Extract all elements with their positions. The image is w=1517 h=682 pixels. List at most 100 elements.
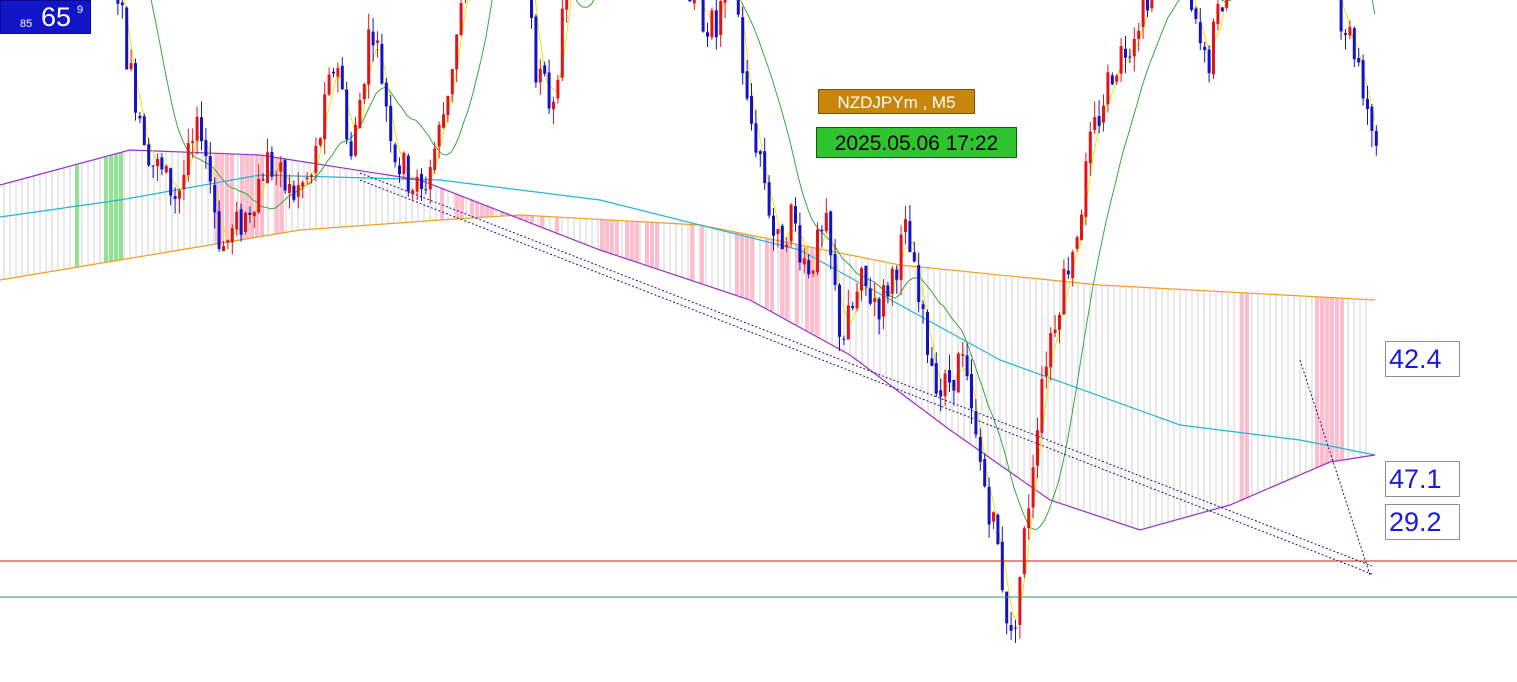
candle-body [279, 162, 283, 172]
candle-body [1115, 75, 1119, 82]
candle-body [802, 258, 806, 265]
candle-body [820, 229, 824, 232]
candle-body [411, 190, 415, 195]
candle-body [1040, 378, 1044, 433]
candle [789, 203, 793, 247]
candle [1018, 576, 1022, 639]
candle [200, 101, 203, 151]
candle-body [1225, 0, 1229, 8]
candle [807, 254, 811, 279]
candle-body [794, 206, 797, 224]
candle [318, 136, 322, 148]
candle [354, 116, 357, 158]
candle-body [1071, 252, 1075, 278]
candle [1225, 0, 1229, 12]
candle [1203, 41, 1207, 63]
candle-body [336, 68, 340, 77]
candle-body [125, 7, 129, 70]
candle [208, 141, 212, 194]
candle [1146, 0, 1149, 18]
candle [926, 309, 929, 364]
candle [692, 0, 696, 11]
candle-body [1106, 72, 1110, 105]
candle [710, 7, 714, 41]
candle [1357, 48, 1361, 67]
signal-zone-bar [490, 207, 494, 217]
candle-body [1005, 591, 1009, 624]
candle-body [428, 167, 432, 190]
candle [908, 205, 912, 253]
candle [860, 266, 863, 301]
candle [750, 83, 753, 131]
signal-zone-bar [690, 224, 694, 280]
candle [195, 106, 199, 155]
signal-zone-bar [630, 221, 634, 260]
candle-body [754, 123, 758, 153]
candle [389, 94, 393, 153]
candle-body [1097, 116, 1101, 126]
candle-body [288, 184, 291, 193]
candle [948, 354, 951, 392]
candle [1053, 315, 1057, 337]
candle-body [1022, 528, 1026, 575]
candle-body [239, 209, 243, 235]
candle-body [1066, 270, 1070, 275]
candle [1036, 417, 1039, 479]
candle-body [217, 211, 221, 249]
candle [794, 197, 797, 232]
candle-body [437, 124, 441, 147]
candle [257, 164, 261, 215]
candle-body [415, 176, 419, 192]
candle-body [560, 8, 564, 78]
candle [754, 109, 758, 158]
signal-zone-bar [1330, 297, 1334, 462]
candle-body [169, 168, 173, 196]
candle [917, 252, 921, 313]
candle [1022, 525, 1026, 578]
candle [327, 67, 331, 97]
candle-body [741, 17, 745, 74]
signal-zone-bar [700, 225, 704, 284]
signal-zone-bar [525, 215, 529, 221]
candle-body [877, 298, 881, 320]
candle [886, 281, 890, 304]
candle-body [1102, 105, 1105, 123]
candle-body [930, 358, 934, 366]
candle-body [433, 148, 437, 170]
indicator-value-1: 42.4 [1385, 341, 1460, 377]
signal-zone-bar [625, 220, 629, 259]
candle [402, 151, 406, 180]
candle-body [934, 363, 938, 394]
signal-zone-bar [75, 164, 79, 268]
candle [450, 68, 454, 103]
candle-body [1370, 106, 1374, 131]
signal-zone-bar [650, 222, 654, 267]
candle [279, 156, 283, 187]
trend-line-lower [359, 179, 1373, 575]
candle [912, 241, 916, 263]
candle-body [1339, 0, 1343, 32]
signal-zone-bar [765, 238, 769, 309]
candle [186, 128, 190, 182]
candle-body [552, 101, 555, 110]
candle-body [939, 390, 943, 397]
signal-zone-bar [1245, 292, 1249, 499]
candle [244, 211, 247, 235]
candle-body [904, 219, 907, 233]
candle [776, 228, 780, 248]
candle-body [1348, 26, 1352, 36]
moving-averages [0, 0, 1376, 620]
candle [156, 153, 159, 182]
candle-body [899, 234, 903, 280]
candle-body [455, 34, 459, 70]
candle [547, 59, 551, 115]
candle-body [380, 43, 384, 84]
candle [987, 477, 991, 538]
signal-zone-bar [485, 205, 489, 218]
candle [868, 277, 872, 306]
candle [305, 172, 309, 185]
signal-zone-bar [1325, 297, 1329, 465]
candle [1115, 73, 1119, 85]
price-badge-sup: 9 [77, 4, 84, 16]
